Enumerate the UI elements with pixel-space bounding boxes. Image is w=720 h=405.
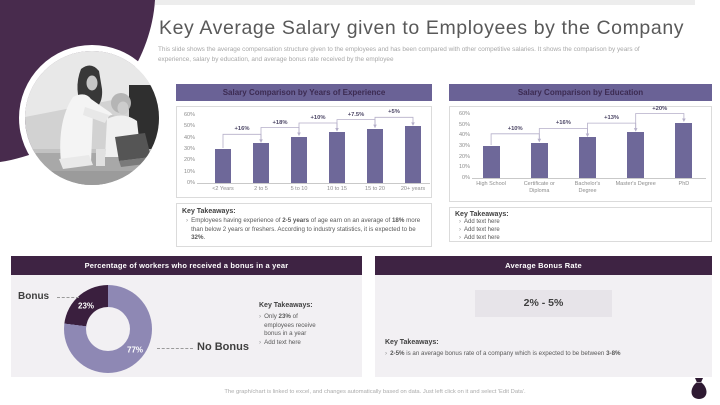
y-axis-tick: 20% <box>458 153 470 160</box>
takeaway-item: › Add text here <box>259 339 301 347</box>
increase-label: +18% <box>272 119 288 126</box>
y-axis-tick: 0% <box>462 175 470 181</box>
slide-title: Key Average Salary given to Employees by… <box>159 17 685 39</box>
y-axis-tick: 30% <box>458 143 470 149</box>
increase-label: +10% <box>507 125 523 132</box>
y-axis-tick: 40% <box>183 134 195 141</box>
takeaways-heading: Key Takeaways: <box>182 208 236 215</box>
experience-bar-chart: 60% 50% 40% 30% 20% 10% 0% <2 Years 2 to 5 5 to 1… <box>176 106 432 198</box>
bar <box>579 137 596 178</box>
bar <box>675 122 693 178</box>
bar <box>482 146 500 178</box>
slide-footer: The graph/chart is linked to excel, and … <box>224 389 526 395</box>
education-chart-header: Salary Comparison by Education <box>449 84 712 101</box>
y-axis-tick: 0% <box>187 180 195 186</box>
increase-label: +5% <box>388 109 400 116</box>
bar <box>627 132 645 178</box>
y-axis-tick: 30% <box>183 146 195 152</box>
x-axis-label: 2 to 5 <box>254 186 268 192</box>
team-photo <box>25 51 159 185</box>
bar <box>291 136 307 183</box>
increase-label: +16% <box>234 126 250 133</box>
bar <box>215 149 231 183</box>
experience-takeaways-list: › Employees having experience of 2-5 year… <box>186 217 424 243</box>
experience-takeaways-box: Key Takeaways: › Employees having experie… <box>176 203 432 247</box>
x-axis-line <box>197 183 430 184</box>
increase-brackets <box>222 116 415 148</box>
education-takeaways-list: › Add text here › Add text here › Add text he… <box>459 219 704 242</box>
money-bag-icon <box>690 377 708 405</box>
bonus-rate-takeaways-list: › 2-5% is an average bonus rate of a comp… <box>385 350 705 359</box>
takeaways-heading: Key Takeaways: <box>259 302 313 309</box>
takeaway-item: › Add text here <box>459 234 500 241</box>
nobonus-leader-line <box>157 348 193 349</box>
education-bar-chart: 60% 50% 40% 30% 20% 10% 0% High School Certifica… <box>449 106 712 202</box>
team-photo-illustration <box>25 51 159 185</box>
increase-brackets <box>490 113 686 145</box>
bar <box>329 132 345 183</box>
takeaway-item: › Employees having experience of 2-5 year… <box>186 217 421 242</box>
bar <box>405 126 421 183</box>
bonus-rate-header: Average Bonus Rate <box>375 256 712 275</box>
increase-label: +16% <box>555 120 571 127</box>
increase-label: +20% <box>652 105 668 112</box>
x-axis-label: 20+ years <box>400 186 426 192</box>
bonus-rate-value: 2% - 5% <box>475 290 612 317</box>
slide-subtitle: This slide shows the average compensatio… <box>158 46 640 64</box>
y-axis-tick: 20% <box>183 157 195 164</box>
x-axis-line <box>472 178 706 179</box>
nobonus-slice-label: No Bonus <box>197 341 249 353</box>
y-axis-tick: 50% <box>458 121 470 128</box>
y-axis-tick: 60% <box>183 112 195 118</box>
takeaway-item: › Add text here <box>459 226 500 233</box>
experience-chart-header: Salary Comparison by Years of Experience <box>176 84 432 101</box>
top-accent-band <box>155 0 695 5</box>
takeaway-item: › Add text here <box>459 219 500 225</box>
x-axis-label: Bachelor's Degree <box>574 181 601 194</box>
x-axis-label: PhD <box>678 181 690 187</box>
x-axis-label: 15 to 20 <box>365 186 385 192</box>
donut-nobonus-pct: 77% <box>126 345 144 355</box>
y-axis-tick: 10% <box>183 168 195 175</box>
takeaways-heading: Key Takeaways: <box>455 211 509 218</box>
y-axis-tick: 50% <box>183 123 195 130</box>
bonus-slice-label: Bonus <box>18 291 50 302</box>
x-axis-label: Master's Degree <box>615 181 656 187</box>
bar <box>367 128 383 183</box>
x-axis-label: High School <box>476 181 506 187</box>
increase-label: +7.5% <box>347 111 365 118</box>
y-axis-tick: 40% <box>458 132 470 139</box>
bar <box>530 142 548 178</box>
donut-hole <box>86 307 130 351</box>
increase-label: +13% <box>604 115 620 122</box>
bonus-share-panel: 23% 77% Bonus No Bonus Key Takeaways: › O… <box>11 275 362 377</box>
bonus-share-header: Percentage of workers who received a bon… <box>11 256 362 275</box>
bar <box>253 143 269 183</box>
y-axis-tick: 60% <box>458 111 470 117</box>
x-axis-label: 5 to 10 <box>290 186 308 192</box>
takeaway-item: › 2-5% is an average bonus rate of a comp… <box>385 350 621 357</box>
x-axis-label: <2 Years <box>212 186 234 192</box>
bonus-share-takeaways-list: › Only 23% of employees receive bonus in … <box>259 313 329 348</box>
x-axis-label: Certificate or Diploma <box>523 181 555 194</box>
bonus-leader-line <box>57 297 79 298</box>
education-takeaways-box: Key Takeaways: › Add text here › Add text h… <box>449 207 712 242</box>
donut-bonus-pct: 23% <box>77 301 95 311</box>
bonus-rate-panel: 2% - 5% Key Takeaways: › 2-5% is an avera… <box>375 275 712 377</box>
y-axis-tick: 10% <box>458 164 470 171</box>
increase-label: +10% <box>310 115 326 121</box>
x-axis-label: 10 to 15 <box>327 186 347 192</box>
takeaway-item: › Only 23% of employees receive bonus in … <box>259 313 316 338</box>
takeaways-heading: Key Takeaways: <box>385 339 439 346</box>
